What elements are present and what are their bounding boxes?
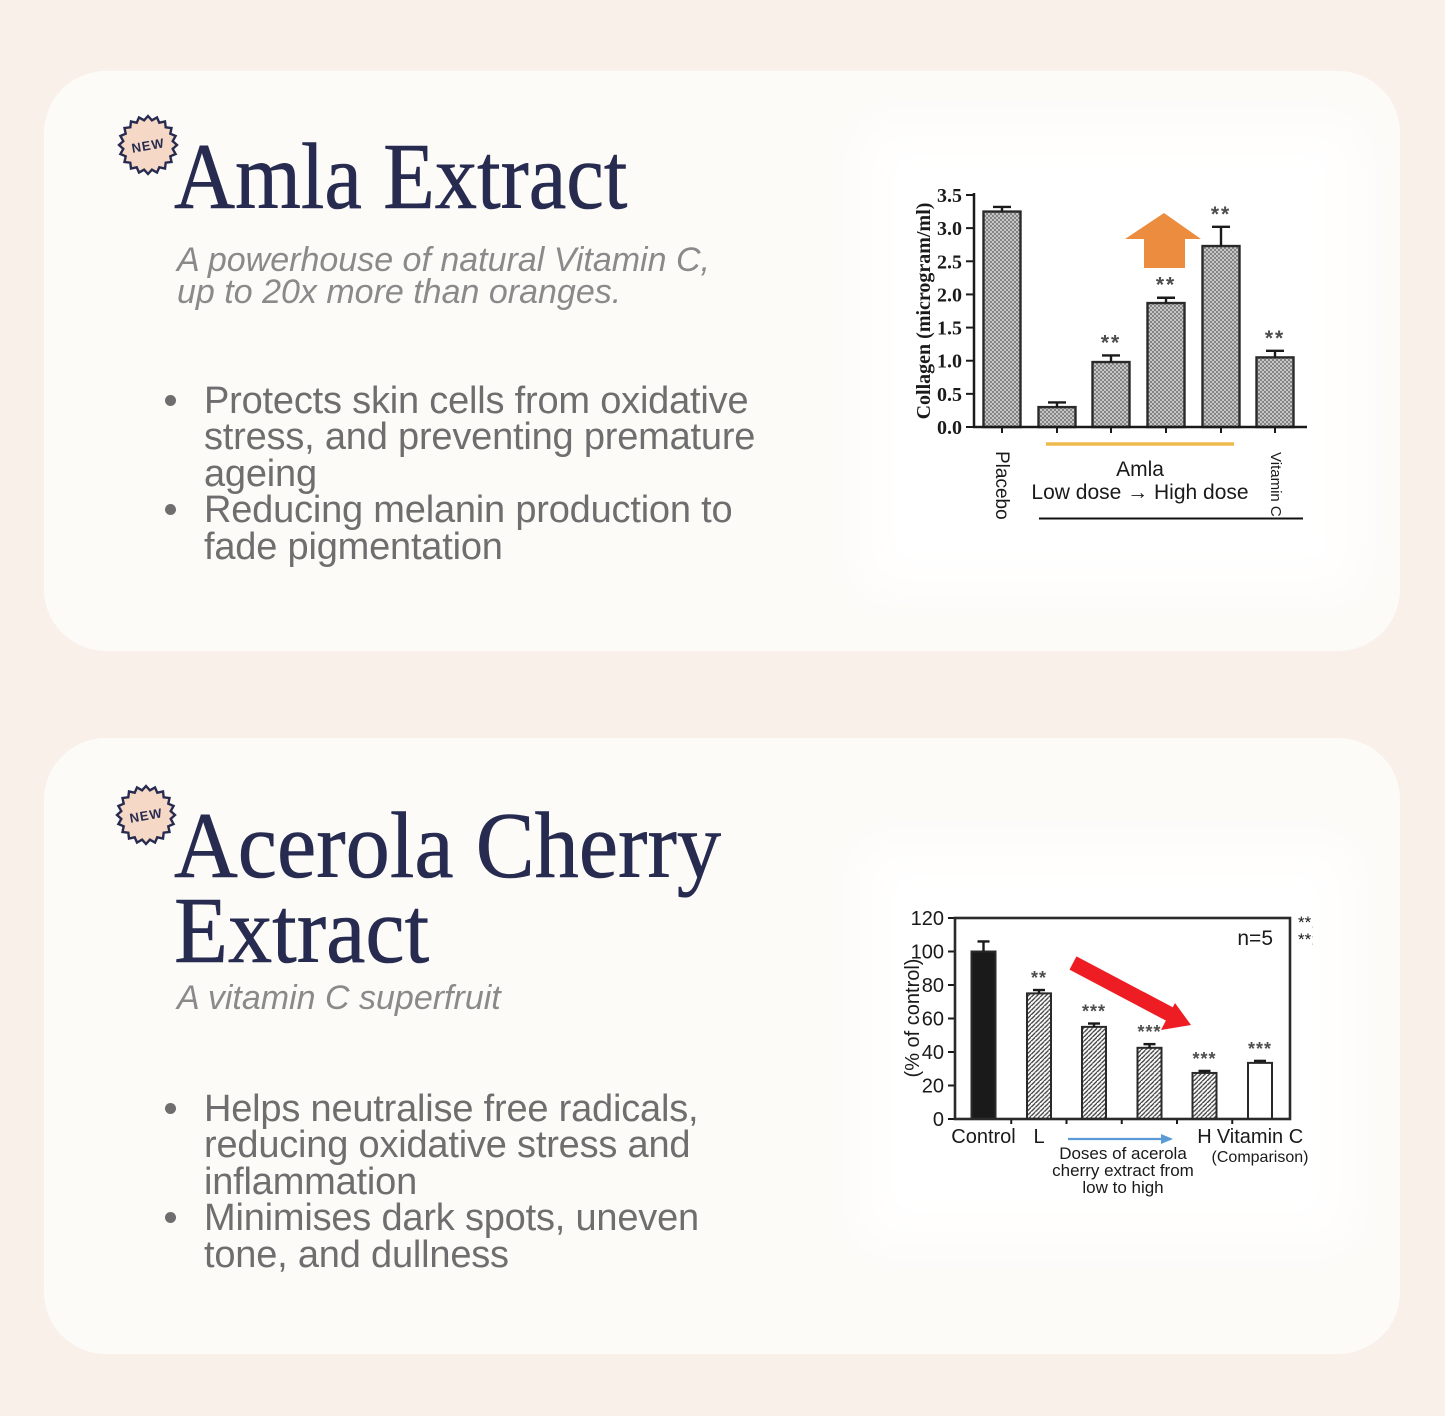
bullet-dot-icon — [165, 395, 176, 406]
collagen-bar-chart: 0.0 0.5 1.0 1.5 2.0 2.5 3.0 3.5 ** ** ** ** Collage… — [900, 163, 1320, 553]
significance-label: *** — [1082, 1002, 1106, 1022]
bullet-line: Protects skin cells from oxidative — [204, 380, 749, 422]
significance-label: ** — [1156, 274, 1176, 297]
new-badge-label: NEW — [128, 804, 164, 826]
y-tick-label: 1.0 — [937, 351, 962, 373]
bullet-line: stress, and preventing premature — [204, 416, 756, 459]
acerola-bar-chart: 0 20 40 60 80 100 120 ** *** *** *** *** Control L H Vi… — [899, 883, 1313, 1205]
bar — [1026, 992, 1052, 1120]
x-category-label: H — [1197, 1126, 1211, 1148]
acerola-subtitle-line1: A vitamin C superfruit — [177, 979, 501, 1017]
bullet-line: tone, and dullness — [204, 1233, 509, 1276]
new-badge-amla: NEW — [117, 114, 179, 176]
bar — [1091, 360, 1131, 429]
bullet-line: ageing — [204, 452, 317, 495]
significance-label: *** — [1248, 1039, 1272, 1059]
seal-burst-icon — [115, 784, 177, 846]
list-item: Protects skin cells from oxidative stress… — [165, 380, 756, 495]
significance-label: ** — [1211, 203, 1231, 226]
new-badge-acerola: NEW — [115, 784, 177, 846]
y-tick-label: 60 — [922, 1009, 944, 1031]
significance-label: *** — [1192, 1049, 1216, 1069]
dose-caption-line2: cherry extract from — [1052, 1161, 1194, 1180]
bullet-dot-icon — [165, 504, 176, 516]
amla-subtitle-line2: up to 20x more than oranges. — [177, 273, 622, 311]
x-category-label: Vitamin C — [1217, 1126, 1303, 1148]
x-sublabel-comparison: (Comparison) — [1212, 1149, 1309, 1166]
bar — [1146, 301, 1186, 429]
dose-caption-line1: Doses of acerola — [1059, 1144, 1187, 1163]
bar — [1191, 1071, 1218, 1120]
bar — [970, 950, 997, 1120]
legend-clipped-line2: **: — [1298, 930, 1313, 949]
group-dose-label: Low dose → High dose — [1031, 481, 1248, 504]
down-trend-arrow-icon — [1069, 956, 1191, 1030]
list-item: Reducing melanin production to fade pigme… — [165, 489, 755, 568]
sample-size-label: n=5 — [1237, 927, 1273, 950]
bullet-line: fade pigmentation — [204, 525, 503, 568]
x-label-vitaminc: Vitamin C — [1267, 452, 1284, 517]
list-item: Minimises dark spots, uneven tone, and du… — [165, 1197, 699, 1276]
title-line: Amla Extract — [174, 125, 628, 229]
y-tick-label: 100 — [911, 942, 944, 964]
bullet-line: Helps neutralise free radicals, — [204, 1088, 699, 1130]
seal-burst-icon — [117, 114, 179, 176]
chart-svg: 0.0 0.5 1.0 1.5 2.0 2.5 3.0 3.5 ** ** ** ** Collage… — [913, 185, 1307, 520]
x-category-label: L — [1033, 1126, 1044, 1148]
bullet-line: inflammation — [204, 1160, 418, 1203]
group-label: Amla — [1116, 458, 1164, 481]
title-line: Acerola Cherry — [174, 794, 722, 898]
bullet-dot-icon — [165, 1212, 176, 1224]
y-tick-label: 0.0 — [937, 417, 962, 439]
bullet-line: Reducing melanin production to — [204, 489, 733, 532]
bar — [982, 210, 1022, 429]
significance-label: ** — [1265, 327, 1285, 350]
acerola-subtitle: A vitamin C superfruit — [177, 979, 501, 1017]
title-line: Extract — [174, 879, 430, 983]
amla-subtitle-line1: A powerhouse of natural Vitamin C, — [177, 241, 710, 279]
y-tick-label: 80 — [922, 975, 944, 997]
y-tick-label: 40 — [922, 1042, 944, 1064]
bar — [1201, 244, 1241, 429]
dose-caption-line3: low to high — [1082, 1178, 1163, 1197]
bar — [1255, 356, 1295, 429]
bar — [1247, 1061, 1273, 1120]
y-tick-label: 3.5 — [937, 185, 962, 207]
y-tick-label: 0.5 — [937, 384, 962, 406]
y-tick-label: 20 — [922, 1076, 944, 1098]
significance-label: *** — [1137, 1022, 1161, 1042]
significance-label: ** — [1031, 968, 1047, 988]
x-label-placebo: Placebo — [991, 451, 1012, 520]
plot-box — [953, 916, 1292, 1121]
y-axis-label: (% of control) — [902, 959, 924, 1078]
bullet-line: reducing oxidative stress and — [204, 1124, 691, 1167]
acerola-bullet-list: Helps neutralise free radicals, reducing … — [165, 1088, 699, 1276]
x-category-label: Control — [951, 1126, 1015, 1148]
legend-clipped-line1: **, — [1298, 913, 1313, 932]
y-tick-label: 2.0 — [937, 284, 962, 306]
y-tick-label: 0 — [933, 1109, 944, 1131]
amla-title: Amla Extract — [174, 130, 628, 225]
bar — [1081, 1025, 1107, 1120]
bar — [1037, 405, 1077, 429]
y-tick-label: 120 — [911, 908, 944, 930]
y-tick-label: 2.5 — [937, 251, 962, 273]
bar — [1136, 1046, 1163, 1120]
y-axis-label: Collagen (microgram/ml) — [913, 203, 935, 420]
amla-subtitle: A powerhouse of natural Vitamin C, up to… — [177, 241, 710, 311]
significance-label: ** — [1101, 331, 1121, 354]
y-tick-label: 3.0 — [937, 218, 962, 240]
y-tick-label: 1.5 — [937, 318, 962, 340]
bullet-dot-icon — [165, 1103, 176, 1114]
list-item: Helps neutralise free radicals, reducing … — [165, 1088, 699, 1203]
up-arrow-icon — [1125, 213, 1201, 268]
bullet-line: Minimises dark spots, uneven — [204, 1197, 699, 1240]
amla-bullet-list: Protects skin cells from oxidative stress… — [165, 380, 756, 568]
acerola-title: Acerola Cherry Extract — [174, 799, 722, 979]
